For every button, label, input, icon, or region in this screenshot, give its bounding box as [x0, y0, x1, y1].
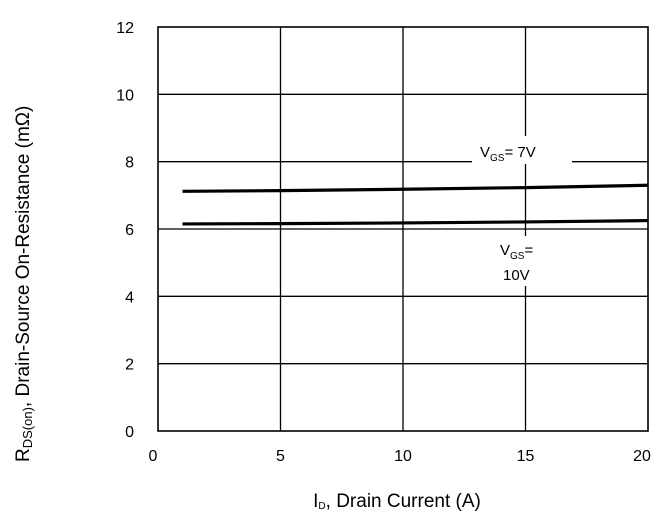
x-axis-label: ID, Drain Current (A) — [313, 491, 481, 512]
x-tick-label-2: 10 — [394, 448, 412, 465]
x-tick-label-0: 0 — [149, 448, 158, 465]
y-tick-label-0: 0 — [125, 424, 134, 441]
y-tick-label-6: 12 — [116, 20, 134, 37]
x-tick-labels: 0 5 10 15 20 — [149, 448, 651, 465]
series-line-1 — [182, 218, 649, 226]
grid-lines — [158, 27, 648, 431]
y-tick-label-5: 10 — [116, 87, 134, 104]
series-label-7v: VGS= 7V — [480, 144, 536, 164]
y-tick-labels: 0 2 4 6 8 10 12 — [116, 20, 134, 441]
x-tick-label-3: 15 — [517, 448, 535, 465]
y-tick-label-1: 2 — [125, 357, 134, 374]
y-tick-label-3: 6 — [125, 222, 134, 239]
series-label-7v-background — [472, 136, 572, 164]
series-label-10v-line2: 10V — [503, 267, 530, 284]
series-label-10v-background — [496, 236, 554, 286]
series-label-10v: VGS= — [500, 242, 533, 262]
x-tick-label-1: 5 — [276, 448, 285, 465]
series-lines — [182, 183, 649, 226]
plot-frame — [157, 26, 649, 432]
x-tick-label-4: 20 — [633, 448, 651, 465]
y-tick-label-4: 8 — [125, 155, 134, 172]
y-tick-label-2: 4 — [125, 289, 134, 306]
y-axis-label: RDS(on), Drain-Source On-Resistance (mΩ) — [13, 106, 35, 462]
series-line-0 — [182, 183, 649, 193]
